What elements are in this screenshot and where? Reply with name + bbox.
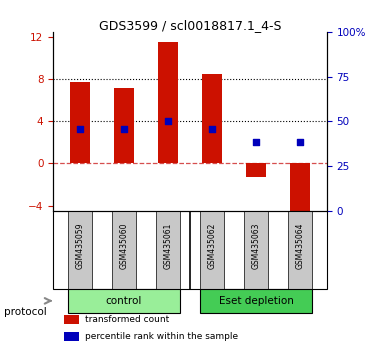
Text: GSM435063: GSM435063 (252, 223, 261, 269)
Bar (112, 211, 136, 289)
Text: percentile rank within the sample: percentile rank within the sample (85, 332, 238, 341)
Bar (64, 332, 79, 341)
Text: GSM435062: GSM435062 (207, 223, 217, 269)
Bar (246, 164, 266, 177)
Point (297, 139, 303, 145)
Text: GDS3599 / scl0018817.1_4-S: GDS3599 / scl0018817.1_4-S (99, 19, 281, 33)
Text: GSM435060: GSM435060 (119, 223, 128, 269)
Text: GSM435061: GSM435061 (163, 223, 173, 269)
Bar (114, 88, 134, 164)
Bar (290, 164, 310, 211)
Bar (68, 211, 92, 289)
Bar (64, 315, 79, 324)
Text: GSM435064: GSM435064 (296, 223, 305, 269)
Bar (158, 42, 178, 164)
Bar (244, 211, 268, 289)
Bar (70, 82, 90, 164)
Point (77, 126, 83, 132)
Point (121, 126, 127, 132)
Point (253, 139, 259, 145)
Text: transformed count: transformed count (85, 315, 169, 324)
Bar (200, 289, 312, 313)
Text: protocol: protocol (4, 307, 46, 317)
Text: Eset depletion: Eset depletion (219, 296, 294, 306)
Point (165, 119, 171, 124)
Text: control: control (106, 296, 142, 306)
Bar (156, 211, 180, 289)
Bar (68, 289, 180, 313)
Bar (200, 211, 224, 289)
Point (209, 126, 215, 132)
Text: GSM435059: GSM435059 (75, 223, 84, 269)
Bar (202, 74, 222, 164)
Bar (288, 211, 312, 289)
